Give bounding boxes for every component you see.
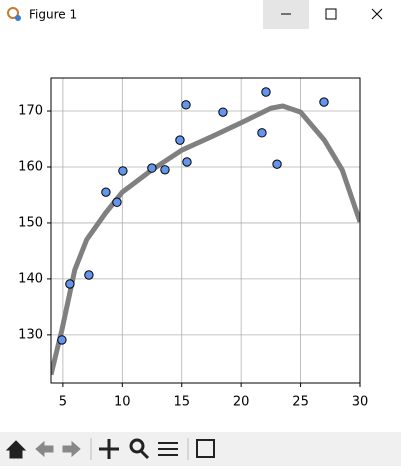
toolbar	[0, 432, 401, 466]
data-point	[84, 270, 94, 280]
data-point	[57, 335, 67, 345]
maximize-button[interactable]	[325, 8, 337, 20]
data-point	[319, 97, 329, 107]
data-point	[147, 163, 157, 173]
data-point	[181, 100, 191, 110]
y-tick-label: 130	[18, 327, 43, 342]
pan-button[interactable]	[99, 439, 119, 459]
data-point	[101, 187, 111, 197]
data-point	[257, 128, 267, 138]
app-icon	[7, 7, 21, 21]
fit-line	[51, 103, 360, 376]
data-point	[175, 135, 185, 145]
zoom-button[interactable]	[129, 438, 150, 460]
x-tick-label: 25	[292, 395, 309, 410]
back-button[interactable]	[35, 440, 54, 458]
x-tick-label: 10	[114, 395, 131, 410]
data-point	[218, 107, 228, 117]
y-tick-label: 170	[18, 104, 43, 119]
x-tick-label: 20	[233, 395, 250, 410]
toolbar-icons	[5, 438, 215, 460]
data-point	[160, 165, 170, 175]
data-point	[182, 157, 192, 167]
data-point	[272, 159, 282, 169]
y-tick-label: 150	[18, 215, 43, 230]
close-button[interactable]	[371, 8, 383, 20]
configure-button[interactable]	[158, 442, 178, 456]
save-button[interactable]	[196, 439, 215, 458]
data-point	[261, 87, 271, 97]
home-button[interactable]	[5, 440, 27, 459]
x-tick-label: 30	[352, 395, 369, 410]
forward-button[interactable]	[62, 440, 81, 458]
data-point	[65, 279, 75, 289]
axes-frame	[50, 77, 361, 384]
window-title: Figure 1	[29, 8, 77, 22]
x-tick-label: 5	[59, 395, 67, 410]
data-point	[118, 166, 128, 176]
y-tick-label: 160	[18, 159, 43, 174]
data-point	[112, 197, 122, 207]
y-tick-label: 140	[18, 271, 43, 286]
x-tick-label: 15	[173, 395, 190, 410]
